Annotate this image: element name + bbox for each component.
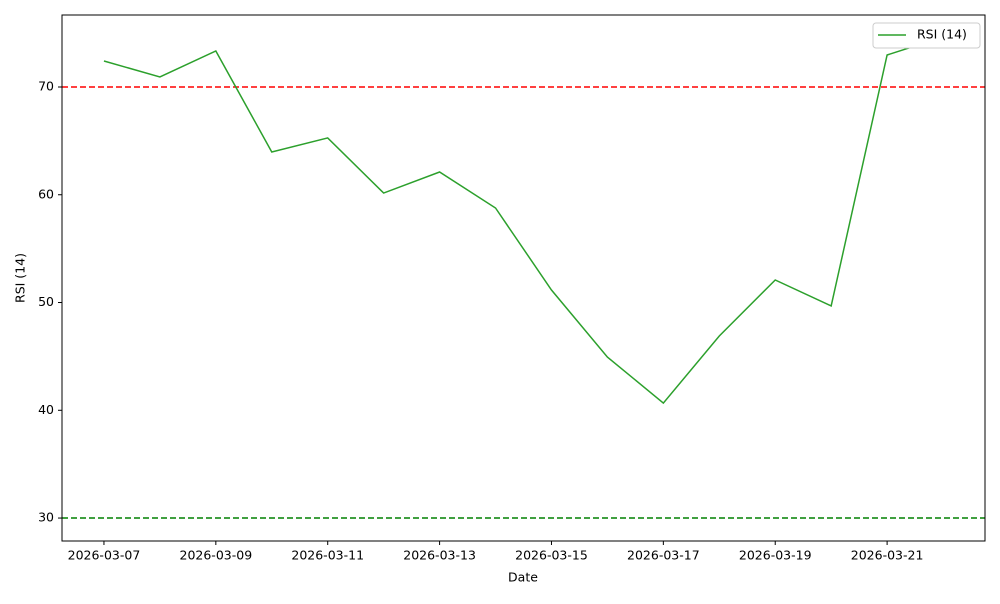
x-tick-label: 2026-03-17	[627, 548, 700, 563]
x-tick-label: 2026-03-15	[515, 548, 588, 563]
x-tick-label: 2026-03-19	[739, 548, 812, 563]
y-tick-label: 30	[38, 510, 54, 525]
y-axis-label: RSI (14)	[13, 253, 28, 303]
plot-frame	[61, 14, 986, 542]
x-tick-label: 2026-03-21	[851, 548, 924, 563]
y-tick-label: 70	[38, 78, 54, 93]
x-tick-label: 2026-03-11	[291, 548, 364, 563]
legend-box	[872, 22, 981, 49]
x-tick-label: 2026-03-07	[68, 548, 141, 563]
y-tick-label: 50	[38, 294, 54, 309]
x-axis-label: Date	[508, 570, 538, 585]
y-tick-label: 60	[38, 186, 54, 201]
legend-label: RSI (14)	[917, 27, 967, 42]
x-tick-label: 2026-03-13	[403, 548, 476, 563]
y-tick-label: 40	[38, 402, 54, 417]
x-tick-label: 2026-03-09	[180, 548, 253, 563]
data-line	[103, 36, 944, 405]
